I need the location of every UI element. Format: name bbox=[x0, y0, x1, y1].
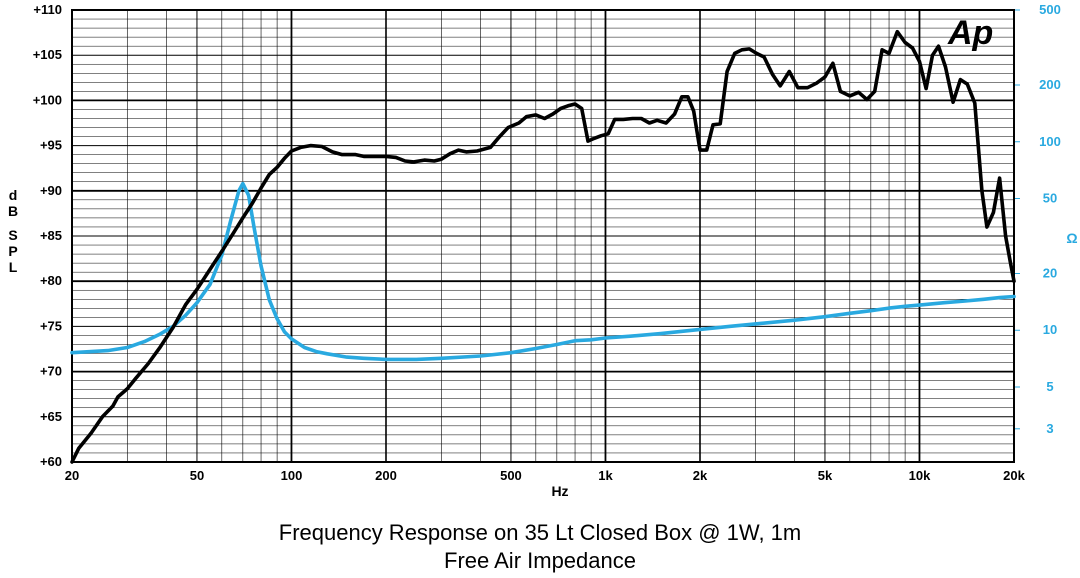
chart-caption-line-1: Frequency Response on 35 Lt Closed Box @… bbox=[278, 520, 802, 545]
y-left-tick-label: +85 bbox=[40, 228, 62, 243]
x-tick-label: 2k bbox=[693, 468, 708, 483]
impedance-curve bbox=[70, 181, 1016, 362]
series-layer bbox=[70, 29, 1016, 464]
y-left-axis-label-char: d bbox=[9, 187, 18, 203]
y-right-tick-label: 5 bbox=[1046, 379, 1053, 394]
y-right-tick-label: 10 bbox=[1043, 322, 1057, 337]
y-right-axis-label: Ω bbox=[1066, 230, 1077, 246]
x-tick-label: 50 bbox=[190, 468, 204, 483]
x-tick-label: 200 bbox=[375, 468, 397, 483]
y-left-tick-label: +90 bbox=[40, 183, 62, 198]
y-right-tick-label: 100 bbox=[1039, 134, 1061, 149]
x-tick-label: 10k bbox=[909, 468, 931, 483]
x-tick-label: 20k bbox=[1003, 468, 1025, 483]
y-left-tick-label: +100 bbox=[33, 92, 62, 107]
grid bbox=[71, 9, 1020, 463]
y-left-axis-label-char: B bbox=[8, 203, 18, 219]
tick-labels: +60 +65 +70 +75 +80 +85 +90 +95 +100 +105 +110 20 50… bbox=[33, 2, 1061, 483]
y-left-tick-label: +65 bbox=[40, 409, 62, 424]
x-tick-label: 100 bbox=[281, 468, 303, 483]
x-tick-label: 500 bbox=[500, 468, 522, 483]
x-tick-label: 20 bbox=[65, 468, 79, 483]
y-left-tick-label: +105 bbox=[33, 47, 62, 62]
x-tick-label: 1k bbox=[598, 468, 613, 483]
y-left-axis-label-char: S bbox=[8, 227, 17, 243]
y-left-axis-label-char: P bbox=[8, 243, 17, 259]
y-right-tick-label: 50 bbox=[1043, 190, 1057, 205]
y-left-tick-label: +110 bbox=[33, 2, 62, 17]
plot-frame bbox=[71, 9, 1015, 463]
y-left-axis-label-char: L bbox=[9, 259, 18, 275]
y-right-tick-label: 20 bbox=[1043, 266, 1057, 281]
ap-logo: Ap bbox=[947, 14, 993, 52]
x-tick-label: 5k bbox=[818, 468, 833, 483]
y-right-tick-label: 200 bbox=[1039, 77, 1061, 92]
chart-caption-line-2: Free Air Impedance bbox=[444, 548, 636, 573]
frequency-response-chart: +60 +65 +70 +75 +80 +85 +90 +95 +100 +105 +110 20 50… bbox=[8, 2, 1078, 499]
y-right-tick-label: 500 bbox=[1039, 2, 1061, 17]
y-left-tick-label: +70 bbox=[40, 364, 62, 379]
y-left-tick-label: +60 bbox=[40, 454, 62, 469]
y-left-tick-label: +75 bbox=[40, 318, 62, 333]
y-right-tick-label: 3 bbox=[1046, 421, 1053, 436]
y-left-tick-label: +80 bbox=[40, 273, 62, 288]
y-left-tick-label: +95 bbox=[40, 138, 62, 153]
x-axis-label: Hz bbox=[551, 483, 568, 499]
spl-curve bbox=[70, 29, 1016, 464]
